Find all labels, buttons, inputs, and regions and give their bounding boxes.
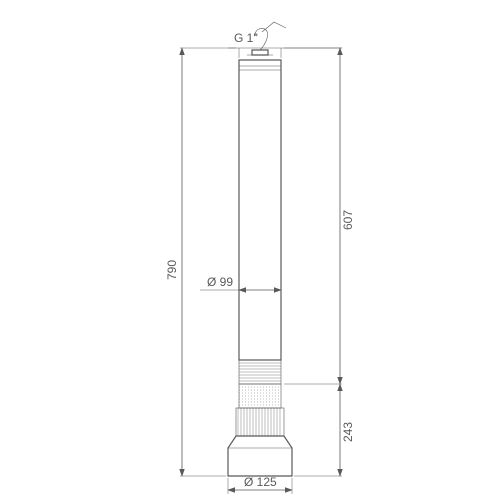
dimension-set: G 1'' 790 607 243 Ø 99 Ø 125 xyxy=(165,31,355,494)
thread-label: G 1'' xyxy=(234,31,258,45)
base-flare xyxy=(228,436,292,476)
body-diameter-label: Ø 99 xyxy=(207,275,233,289)
ribbed-coupling xyxy=(239,360,281,384)
cable-lead xyxy=(262,22,286,32)
pump-dimension-drawing: G 1'' 790 607 243 Ø 99 Ø 125 xyxy=(0,0,500,500)
intake-screen xyxy=(239,384,281,408)
total-height-label: 790 xyxy=(165,260,179,280)
top-cap xyxy=(252,50,268,55)
upper-height-label: 607 xyxy=(341,210,355,230)
pump-outline xyxy=(228,22,292,476)
upper-cylinder xyxy=(239,60,281,360)
lower-height-label: 243 xyxy=(341,422,355,442)
base-diameter-label: Ø 125 xyxy=(244,475,277,489)
finned-section xyxy=(236,408,284,436)
